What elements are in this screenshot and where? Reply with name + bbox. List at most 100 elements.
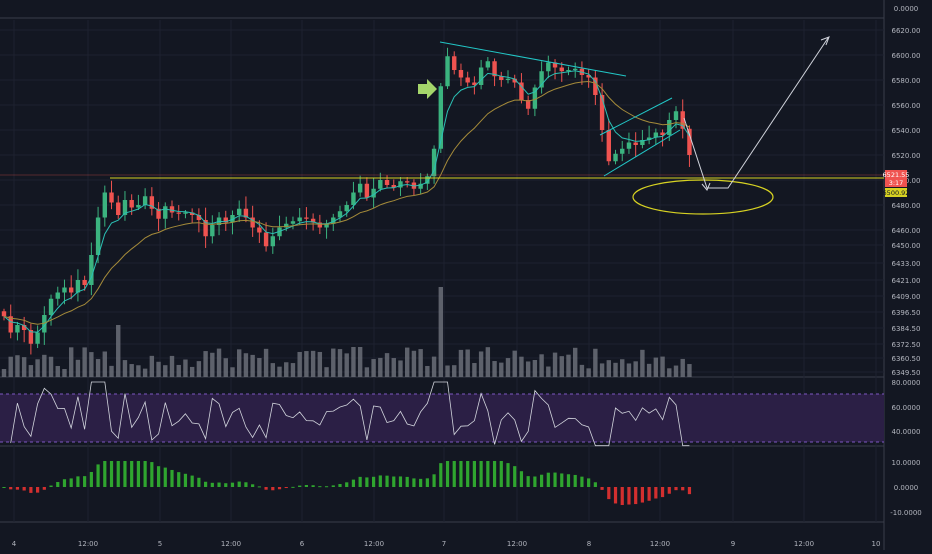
candle[interactable] (586, 75, 591, 78)
candle[interactable] (546, 62, 551, 72)
channel-upper-line[interactable] (599, 97, 673, 136)
candle[interactable] (35, 332, 40, 344)
candle[interactable] (230, 215, 235, 223)
target-zone-ellipse[interactable] (632, 179, 774, 215)
candle[interactable] (149, 196, 155, 209)
candle[interactable] (687, 128, 692, 155)
candle[interactable] (263, 232, 269, 247)
candle[interactable] (257, 227, 262, 233)
candle[interactable] (405, 181, 410, 183)
candle[interactable] (552, 62, 558, 68)
candle[interactable] (324, 223, 329, 228)
candle[interactable] (378, 180, 383, 189)
candle[interactable] (566, 70, 571, 72)
candle[interactable] (680, 111, 685, 129)
candle[interactable] (478, 67, 484, 86)
candle[interactable] (418, 183, 423, 189)
candle[interactable] (290, 221, 296, 224)
candle[interactable] (398, 181, 403, 188)
candle[interactable] (142, 196, 148, 205)
candle[interactable] (620, 148, 625, 154)
candle[interactable] (89, 255, 94, 285)
candle[interactable] (512, 78, 517, 83)
candle[interactable] (505, 78, 511, 80)
candle[interactable] (660, 132, 665, 136)
candle[interactable] (599, 95, 605, 130)
candle[interactable] (75, 280, 81, 293)
candle[interactable] (337, 211, 343, 218)
candle[interactable] (331, 217, 336, 224)
candle[interactable] (69, 287, 74, 293)
candle[interactable] (593, 77, 598, 96)
candle[interactable] (519, 82, 524, 101)
candle[interactable] (15, 325, 20, 333)
candle[interactable] (673, 111, 679, 120)
candle[interactable] (391, 185, 396, 188)
candle[interactable] (532, 87, 538, 109)
candle[interactable] (633, 142, 638, 146)
candle[interactable] (250, 217, 255, 228)
candle[interactable] (237, 208, 242, 215)
candle[interactable] (559, 67, 564, 72)
candle[interactable] (445, 56, 450, 87)
candle[interactable] (492, 61, 497, 77)
candle[interactable] (357, 183, 363, 193)
candle[interactable] (169, 206, 175, 213)
candle[interactable] (539, 71, 544, 88)
candle[interactable] (183, 212, 188, 214)
candle[interactable] (102, 192, 107, 218)
candle[interactable] (613, 153, 618, 162)
candle[interactable] (646, 137, 652, 141)
candle[interactable] (95, 217, 101, 256)
candle[interactable] (62, 287, 67, 293)
candle[interactable] (317, 222, 323, 228)
candle[interactable] (203, 220, 208, 237)
forecast-path[interactable] (683, 37, 829, 189)
candle[interactable] (243, 208, 249, 218)
candle[interactable] (8, 316, 13, 333)
drawings[interactable] (0, 36, 884, 215)
candle[interactable] (122, 200, 128, 215)
candle[interactable] (606, 130, 611, 162)
candle[interactable] (425, 176, 430, 184)
candle[interactable] (626, 142, 632, 149)
candle[interactable] (297, 217, 302, 222)
candle[interactable] (42, 315, 47, 333)
candle[interactable] (270, 236, 275, 247)
candle[interactable] (351, 192, 356, 206)
candle[interactable] (458, 70, 464, 78)
candle[interactable] (310, 218, 316, 223)
candle[interactable] (640, 140, 645, 145)
candle[interactable] (48, 298, 54, 315)
candle[interactable] (653, 132, 659, 138)
candle[interactable] (452, 56, 457, 70)
candle[interactable] (196, 215, 202, 220)
candle[interactable] (163, 206, 168, 219)
channel-lower-line[interactable] (603, 129, 681, 177)
candle[interactable] (573, 68, 578, 70)
candle[interactable] (82, 280, 87, 285)
candle[interactable] (28, 330, 34, 344)
candle[interactable] (156, 208, 161, 219)
candle[interactable] (344, 205, 349, 212)
candle[interactable] (485, 61, 491, 68)
candle[interactable] (431, 148, 437, 177)
candle[interactable] (499, 76, 504, 80)
candle[interactable] (223, 217, 228, 223)
candle[interactable] (109, 192, 114, 203)
candle[interactable] (210, 225, 215, 237)
candle[interactable] (129, 200, 134, 208)
candle[interactable] (21, 325, 27, 330)
candle[interactable] (438, 86, 443, 149)
candle[interactable] (136, 205, 141, 208)
candle[interactable] (189, 212, 195, 216)
candle[interactable] (55, 292, 60, 299)
candle[interactable] (1, 311, 7, 317)
candle[interactable] (176, 212, 181, 214)
candle[interactable] (384, 180, 390, 185)
candle[interactable] (116, 202, 121, 216)
descending-trendline[interactable] (439, 41, 627, 77)
candle[interactable] (284, 223, 289, 228)
